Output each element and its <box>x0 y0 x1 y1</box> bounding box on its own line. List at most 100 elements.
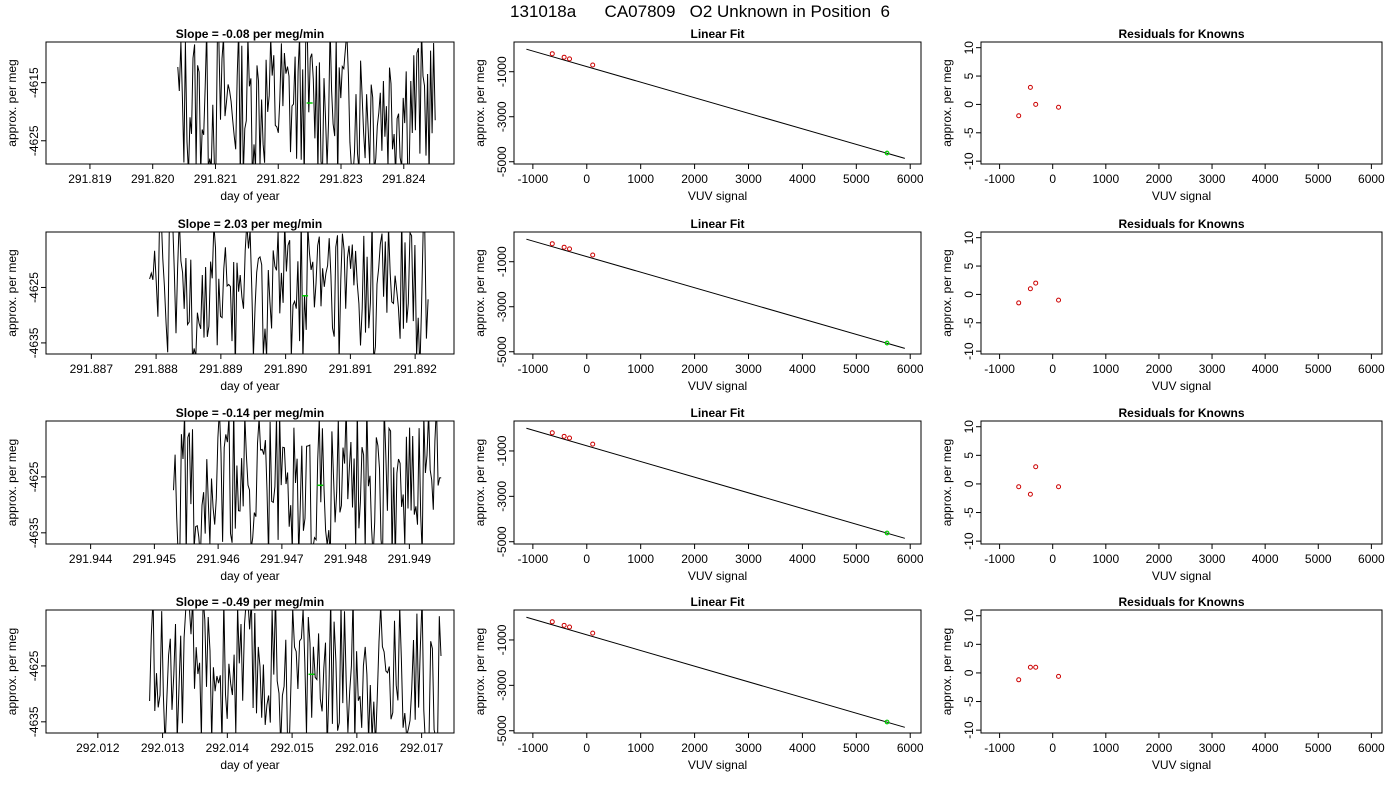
x-tick-label: 1000 <box>1092 552 1119 566</box>
x-tick-label: 3000 <box>1199 741 1226 755</box>
plot-frame <box>45 41 455 165</box>
panel-fit-4: Linear Fit -1000 0 1000 2000 3000 4000 5000 6000… <box>473 595 924 772</box>
y-axis-label: approx. per meg <box>473 628 487 715</box>
x-tick-label: 6000 <box>1358 741 1385 755</box>
known-point <box>590 630 596 636</box>
panel-title: Linear Fit <box>690 595 744 609</box>
unknown-point <box>884 719 890 725</box>
plot-frame <box>513 420 922 545</box>
panel-title: Linear Fit <box>690 406 744 420</box>
x-axis-label: VUV signal <box>1152 189 1211 203</box>
plot-frame <box>45 231 455 355</box>
panel-title: Residuals for Knowns <box>1118 27 1244 41</box>
x-tick-label: 5000 <box>843 741 870 755</box>
x-tick-label: 5000 <box>843 172 870 186</box>
x-tick-label: -1000 <box>984 362 1015 376</box>
panel-title: Residuals for Knowns <box>1118 217 1244 231</box>
y-tick-label: -5000 <box>495 715 509 746</box>
y-tick-label: 10 <box>962 420 976 434</box>
unknown-point <box>884 530 890 536</box>
y-axis-label: approx. per meg <box>940 249 954 336</box>
x-tick-label: 1000 <box>627 172 654 186</box>
x-tick-label: 6000 <box>1358 362 1385 376</box>
y-tick-label: -5 <box>962 127 976 138</box>
x-tick-label: 3000 <box>1199 172 1226 186</box>
x-axis-label: VUV signal <box>688 189 747 203</box>
x-tick-label: -1000 <box>984 741 1015 755</box>
y-tick-label: 0 <box>962 669 976 676</box>
y-tick-label: -5 <box>962 696 976 707</box>
residual-point <box>1056 673 1062 679</box>
y-tick-label: 10 <box>962 231 976 245</box>
x-tick-label: -1000 <box>518 552 549 566</box>
y-tick-label: -5 <box>962 507 976 518</box>
known-point <box>561 54 567 60</box>
known-point <box>549 241 555 247</box>
x-tick-label: 1000 <box>1092 741 1119 755</box>
y-tick-label: 10 <box>962 41 976 55</box>
x-tick-label: 6000 <box>897 741 924 755</box>
x-tick-label: -1000 <box>518 741 549 755</box>
y-axis-label: approx. per meg <box>5 249 19 336</box>
x-tick-label: 291.887 <box>70 362 114 376</box>
x-tick-label: 2000 <box>681 552 708 566</box>
panel-title: Residuals for Knowns <box>1118 406 1244 420</box>
plot-frame <box>513 41 922 165</box>
plot-area <box>1016 664 1062 683</box>
fit-line <box>526 48 905 159</box>
y-tick-label: 0 <box>962 101 976 108</box>
plot-frame <box>980 231 1383 355</box>
x-tick-label: 4000 <box>789 172 816 186</box>
residual-point <box>1027 491 1033 497</box>
known-point <box>549 430 555 436</box>
x-tick-label: 4000 <box>1252 741 1279 755</box>
x-axis-label: VUV signal <box>1152 379 1211 393</box>
y-axis-label: approx. per meg <box>473 59 487 146</box>
x-tick-label: 292.017 <box>400 741 444 755</box>
y-tick-label: -10 <box>962 152 976 170</box>
y-tick-label: -4635 <box>27 327 41 358</box>
fit-line <box>526 427 905 539</box>
x-tick-label: 2000 <box>1146 172 1173 186</box>
known-point <box>590 441 596 447</box>
x-tick-label: 4000 <box>1252 552 1279 566</box>
x-tick-label: 2000 <box>1146 741 1173 755</box>
page-title: 131018a CA07809 O2 Unknown in Position 6 <box>510 2 890 21</box>
plot-area <box>526 48 905 159</box>
y-tick-label: -5 <box>962 317 976 328</box>
x-tick-label: -1000 <box>518 172 549 186</box>
panel-title: Linear Fit <box>690 27 744 41</box>
plot-area <box>526 616 905 728</box>
y-tick-label: -4625 <box>27 125 41 156</box>
plot-frame <box>45 609 455 734</box>
x-tick-label: 291.892 <box>393 362 437 376</box>
y-tick-label: -4635 <box>27 517 41 548</box>
known-point <box>561 622 567 628</box>
residual-point <box>1056 297 1062 303</box>
fit-line <box>526 238 905 349</box>
panel-res-1: Residuals for Knowns -1000 0 1000 2000 3000 40… <box>940 27 1385 203</box>
x-axis-label: day of year <box>220 758 279 772</box>
plot-area <box>526 427 905 539</box>
x-tick-label: 0 <box>583 362 590 376</box>
x-tick-label: 291.820 <box>131 172 175 186</box>
x-tick-label: 2000 <box>681 741 708 755</box>
y-tick-label: -1000 <box>495 624 509 655</box>
plot-frame <box>513 609 922 734</box>
y-tick-label: -4615 <box>27 67 41 98</box>
y-axis-label: approx. per meg <box>5 439 19 526</box>
x-tick-label: 1000 <box>627 552 654 566</box>
known-point <box>549 51 555 57</box>
x-tick-label: 1000 <box>1092 172 1119 186</box>
x-tick-label: 291.819 <box>68 172 112 186</box>
x-tick-label: 3000 <box>1199 552 1226 566</box>
panel-fit-1: Linear Fit -1000 0 1000 2000 3000 4000 5000 6000… <box>473 27 924 203</box>
plot-area <box>177 42 436 164</box>
x-tick-label: 5000 <box>843 552 870 566</box>
x-axis-label: day of year <box>220 569 279 583</box>
y-axis-label: approx. per meg <box>940 439 954 526</box>
y-tick-label: 0 <box>962 480 976 487</box>
x-tick-label: 291.821 <box>194 172 238 186</box>
y-tick-label: -1000 <box>495 435 509 466</box>
x-tick-label: -1000 <box>984 172 1015 186</box>
